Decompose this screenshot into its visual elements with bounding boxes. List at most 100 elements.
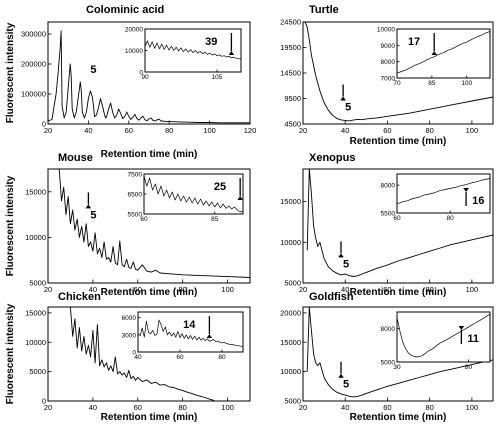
inset-series-line (144, 40, 242, 60)
series-line (69, 306, 215, 401)
main-x-tick-label: 80 (178, 403, 186, 412)
peak-annotation-arrow-head (85, 204, 92, 209)
main-y-tick-label: 5000 (29, 367, 46, 376)
main-y-tick-label: 15000 (25, 187, 46, 196)
main-x-tick-label: 40 (341, 285, 349, 294)
main-x-tick-label: 100 (221, 403, 234, 412)
inset-x-tick-label: 60 (140, 216, 148, 223)
main-x-tick-label: 120 (244, 126, 257, 135)
peak-annotation-arrow-head (340, 96, 346, 101)
inset-mouse: 60 85 5500 6500 7500 25 (128, 172, 244, 223)
panel-title: Chicken (58, 291, 101, 303)
inset-y-tick-label: 0 (132, 350, 136, 357)
series-line (58, 168, 251, 278)
main-x-tick-label: 100 (466, 126, 479, 135)
inset-x-tick-label: 90 (141, 74, 149, 81)
inset-turtle: 70 85 100 7000 8000 9000 10000 17 (377, 27, 491, 87)
inset-annotation-arrow-head (228, 51, 235, 55)
inset-chicken: 40 60 80 0 3000 6000 14 (122, 311, 244, 361)
panel-xenopus: Xenopus 20 40 60 80 100 5000 10000 15000 Retentio… (280, 152, 494, 298)
inset-colominic: 90 105 0 10000 20000 39 (125, 27, 242, 81)
x-axis-label: Retention time (min) (101, 412, 198, 423)
inset-background (397, 312, 490, 362)
main-x-tick-label: 60 (125, 126, 133, 135)
x-axis-label: Retention time (min) (350, 287, 447, 298)
main-x-tick-label: 20 (44, 126, 52, 135)
main-y-tick-label: 10000 (280, 367, 301, 376)
peak-annotation-label: 5 (345, 102, 351, 114)
panel-mouse: Mouse 20 40 60 80 100 5000 10000 15000 Retention … (5, 152, 251, 298)
inset-annotation-label: 17 (408, 36, 420, 48)
inset-background (138, 312, 243, 352)
inset-series-line (143, 175, 244, 213)
main-y-tick-label: 24500 (280, 18, 301, 27)
inset-y-tick-label: 6500 (128, 192, 143, 199)
main-x-tick-label: 80 (165, 126, 173, 135)
panel-title: Xenopus (309, 152, 355, 164)
main-x-tick-label: 100 (466, 403, 479, 412)
y-axis-label: Fluorescent intensity (5, 175, 16, 276)
inset-background (397, 174, 490, 213)
inset-y-tick-label: 5500 (128, 212, 143, 219)
inset-y-tick-label: 20000 (125, 27, 143, 34)
main-x-tick-label: 40 (341, 126, 349, 135)
inset-background (144, 174, 243, 214)
main-frame (47, 168, 251, 284)
main-x-tick-label: 100 (221, 285, 234, 294)
inset-annotation-arrow-head (431, 51, 437, 55)
panel-turtle: Turtle 20 40 60 80 100 4500 9500 14500 19500 24500… (280, 4, 494, 147)
main-y-tick-label: 14500 (280, 69, 301, 78)
panel-title: Colominic acid (86, 4, 164, 16)
inset-y-tick-label: 6000 (122, 315, 137, 322)
inset-y-tick-label: 5500 (381, 211, 396, 218)
main-frame (302, 168, 494, 284)
inset-series-line (396, 31, 491, 74)
x-axis-label: Retention time (min) (101, 149, 198, 160)
x-axis-label: Retention time (min) (350, 136, 447, 147)
main-y-tick-label: 5000 (284, 397, 301, 406)
main-x-tick-label: 40 (84, 126, 92, 135)
main-frame (302, 306, 494, 402)
inset-y-tick-label: 9000 (381, 43, 396, 50)
main-y-tick-label: 9500 (284, 94, 301, 103)
inset-x-tick-label: 105 (212, 74, 223, 81)
main-x-tick-label: 100 (466, 285, 479, 294)
series-line (306, 306, 494, 398)
inset-annotation-arrow-head (237, 196, 243, 200)
main-x-tick-label: 60 (383, 126, 391, 135)
main-y-tick-label: 10000 (25, 338, 46, 347)
series-line (304, 21, 494, 122)
peak-annotation-label: 5 (90, 209, 96, 221)
main-y-tick-label: 0 (42, 120, 46, 129)
inset-series-line (396, 178, 491, 205)
main-y-tick-label: 200000 (21, 60, 46, 69)
x-axis-label: Retention time (min) (101, 287, 198, 298)
main-x-tick-label: 20 (299, 403, 307, 412)
main-x-tick-label: 60 (383, 285, 391, 294)
inset-x-tick-label: 40 (134, 354, 142, 361)
main-x-tick-label: 20 (299, 126, 307, 135)
x-axis-label: Retention time (min) (350, 412, 447, 423)
panel-goldfish: Goldfish 20 40 60 80 100 5000 10000 15000 20000 Re… (280, 291, 494, 423)
inset-background (397, 29, 490, 78)
peak-annotation-label: 5 (90, 64, 96, 76)
main-x-tick-label: 20 (299, 285, 307, 294)
main-y-tick-label: 10000 (280, 238, 301, 247)
inset-x-tick-label: 80 (218, 354, 226, 361)
inset-annotation-arrow-head (458, 326, 465, 330)
inset-x-tick-label: 60 (393, 215, 401, 222)
inset-x-tick-label: 70 (393, 80, 401, 87)
inset-x-tick-label: 80 (465, 364, 473, 371)
panel-chicken: Chicken 20 40 60 80 100 0 5000 10000 15000 Retenti… (5, 291, 251, 423)
panel-title: Mouse (58, 152, 93, 164)
panel-title: Goldfish (309, 291, 354, 303)
inset-annotation-label: 39 (205, 36, 217, 48)
inset-y-tick-label: 0 (139, 70, 143, 77)
main-frame (47, 21, 251, 125)
main-y-tick-label: 300000 (21, 30, 46, 39)
inset-annotation-label: 16 (472, 195, 484, 207)
main-x-tick-label: 20 (44, 285, 52, 294)
inset-frame (396, 28, 491, 79)
